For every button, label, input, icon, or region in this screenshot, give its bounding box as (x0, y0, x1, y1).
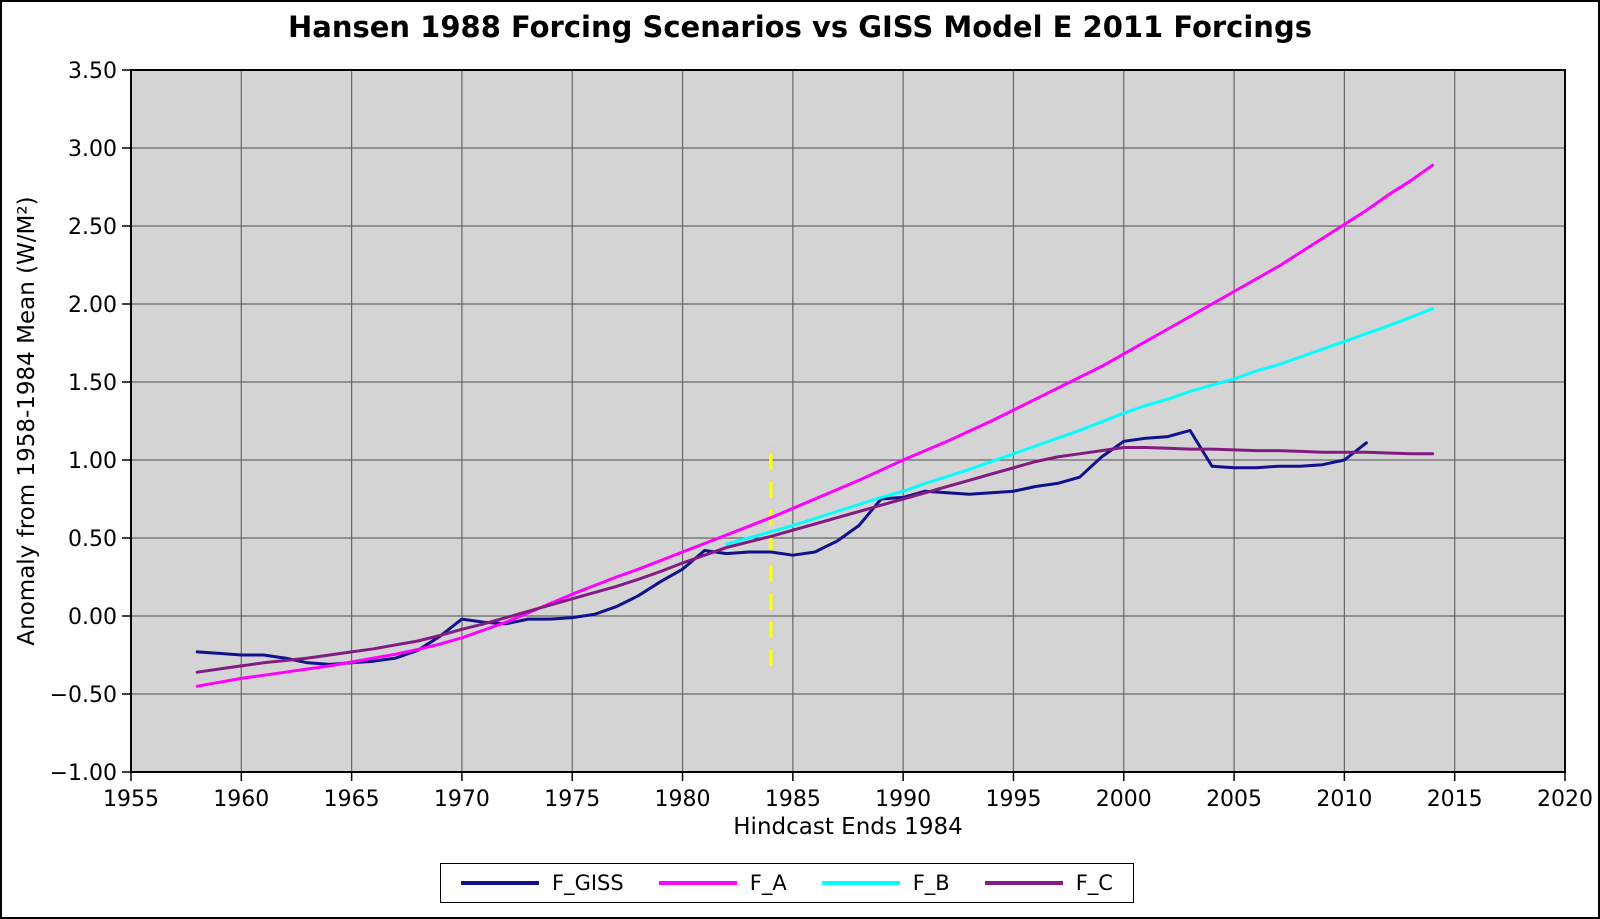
plot-background-layer (131, 70, 1565, 772)
y-tick-label: −1.00 (50, 761, 117, 786)
x-tick-label: 2005 (1206, 787, 1262, 812)
x-tick-label: 2010 (1316, 787, 1372, 812)
x-tick-label: 1980 (655, 787, 711, 812)
x-tick-label: 2020 (1537, 787, 1593, 812)
x-tick-label: 2000 (1096, 787, 1152, 812)
x-tick-label: 1985 (765, 787, 821, 812)
legend-line-sample-F_GISS (461, 881, 539, 885)
series-layer (195, 163, 1435, 688)
legend-item-F_A: F_A (658, 871, 787, 895)
axes-layer: 1955 1960 1965 1970 1975 1980 1985 1990 1995 2000… (50, 59, 1593, 812)
plot-border (130, 69, 1566, 773)
y-tick-label: 0.00 (68, 605, 117, 630)
legend-line-sample-F_B (821, 881, 900, 885)
series-line-F_GISS (195, 428, 1368, 666)
x-tick-label: 1970 (434, 787, 490, 812)
legend-label: F_B (912, 871, 950, 895)
chart-title: Hansen 1988 Forcing Scenarios vs GISS Mo… (288, 10, 1312, 44)
legend-label: F_A (749, 871, 787, 895)
legend-label: F_GISS (552, 871, 624, 895)
x-tick-label: 1990 (875, 787, 931, 812)
legend-item-F_B: F_B (821, 871, 950, 895)
y-tick-label: 3.50 (68, 59, 117, 84)
x-tick-label: 1995 (985, 787, 1041, 812)
series-line-F_B (725, 307, 1435, 546)
x-tick-label: 1955 (103, 787, 159, 812)
series-line-F_C (195, 446, 1435, 674)
legend-item-F_GISS: F_GISS (461, 871, 624, 895)
y-axis-label: Anomaly from 1958-1984 Mean (W/M²) (14, 196, 40, 645)
y-tick-label: 3.00 (68, 137, 117, 162)
legend-line-sample-F_A (658, 881, 737, 885)
legend-line-sample-F_C (984, 881, 1063, 885)
plot-area (131, 70, 1565, 772)
y-tick-label: −0.50 (50, 683, 117, 708)
x-tick-label: 1960 (213, 787, 269, 812)
x-axis-label: Hindcast Ends 1984 (733, 814, 962, 840)
y-tick-label: 1.50 (68, 371, 117, 396)
legend-item-F_C: F_C (984, 871, 1113, 895)
x-tick-label: 2015 (1427, 787, 1483, 812)
y-tick-label: 2.00 (68, 293, 117, 318)
x-tick-label: 1975 (544, 787, 600, 812)
legend-label: F_C (1075, 871, 1113, 895)
x-tick-label: 1965 (324, 787, 380, 812)
y-tick-label: 1.00 (68, 449, 117, 474)
y-tick-label: 2.50 (68, 215, 117, 240)
series-line-F_A (195, 163, 1435, 688)
legend-box: F_GISS F_A F_B F_C (440, 863, 1134, 903)
y-tick-label: 0.50 (68, 527, 117, 552)
